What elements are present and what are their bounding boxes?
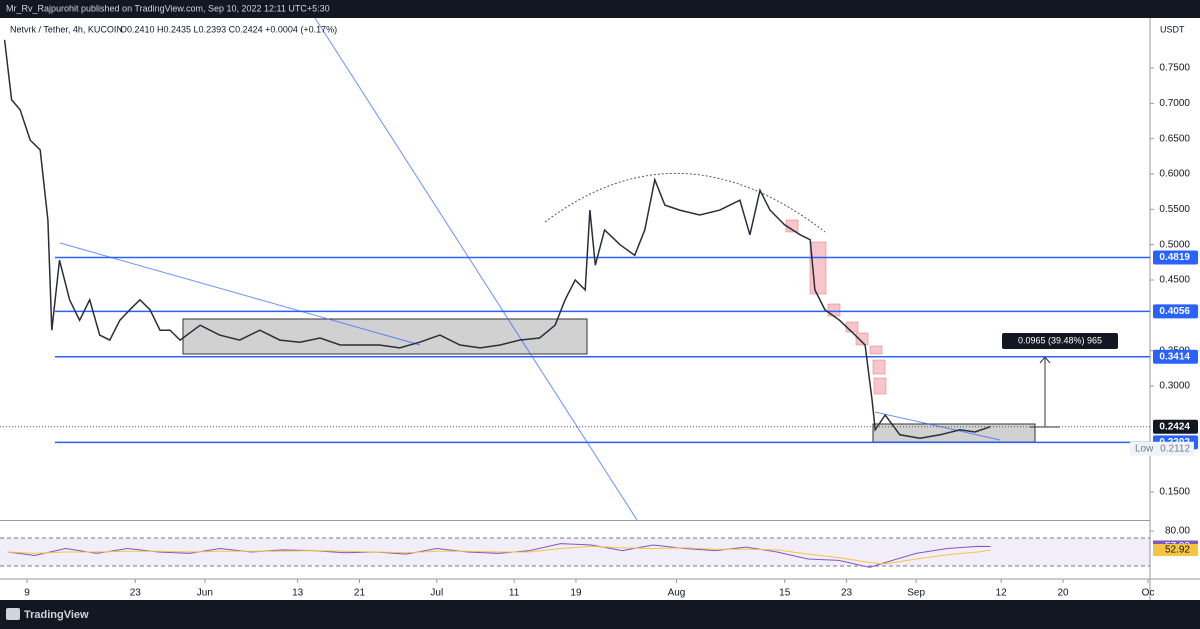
trend-line: [874, 411, 1001, 441]
y-tick-label: 0.5500: [1159, 204, 1190, 215]
x-tick-label: 11: [509, 588, 520, 599]
series-line: [7, 545, 991, 565]
x-tick-label: 23: [130, 588, 142, 599]
y-tick-label: 0.6500: [1159, 133, 1190, 144]
x-tick-label: Sep: [907, 588, 925, 599]
low-label: Low: [1135, 443, 1154, 454]
trend-line: [314, 17, 638, 521]
x-tick-label: 21: [354, 588, 366, 599]
brand: TradingView: [24, 609, 89, 621]
level-label-box: [1153, 304, 1198, 319]
bottom-bar: [0, 600, 1200, 629]
range-box: [182, 318, 588, 355]
level-label: 0.4056: [1159, 306, 1190, 317]
x-tick-label: Jun: [197, 588, 213, 599]
rsi-value-label: 52.92: [1165, 545, 1190, 556]
x-tick-label: 20: [1057, 588, 1069, 599]
x-tick-label: 23: [841, 588, 853, 599]
publisher: Mr_Rv_Rajpurohit published on TradingVie…: [6, 3, 330, 13]
y-tick-label: 0.6000: [1159, 169, 1190, 180]
x-tick-label: 15: [779, 588, 791, 599]
x-tick-label: Oc: [1142, 588, 1155, 599]
ohlc-legend: O0.2410 H0.2435 L0.2393 C0.2424 +0.0004 …: [120, 24, 337, 34]
y-tick-label: 0.7000: [1159, 98, 1190, 109]
y-tick-label: 0.7500: [1159, 63, 1190, 74]
measure-label-box: [1002, 333, 1118, 349]
level-label: 0.3414: [1159, 351, 1190, 362]
y-tick-label: 0.4500: [1159, 275, 1190, 286]
y-tick-label: 0.5000: [1159, 239, 1190, 250]
logo: [6, 608, 20, 620]
level-label-box: [1153, 349, 1198, 364]
symbol-title: Netvrk / Tether, 4h, KUCOIN: [10, 24, 123, 34]
low-box: [1130, 441, 1194, 456]
level-label: 0.4819: [1159, 252, 1190, 263]
order-blocks: [785, 219, 887, 395]
top-bar: [0, 0, 1200, 18]
x-tick-label: 9: [24, 588, 30, 599]
y-tick-label: 80.00: [1165, 526, 1190, 537]
x-tick-label: Jul: [430, 588, 443, 599]
level-label-box: [1153, 250, 1198, 265]
y-tick-label: 0.1500: [1159, 487, 1190, 498]
currency: USDT: [1160, 24, 1185, 34]
low-value: 0.2112: [1160, 443, 1190, 454]
last-price-box: [1153, 419, 1198, 434]
trend-line: [59, 242, 421, 346]
x-tick-label: 12: [996, 588, 1008, 599]
x-tick-label: Aug: [668, 588, 686, 599]
arc: [544, 172, 826, 233]
series-line: [3, 39, 991, 440]
x-tick-label: 13: [292, 588, 304, 599]
x-tick-label: 19: [570, 588, 582, 599]
rsi-value-box: [1153, 543, 1198, 556]
last-price-label: 0.2424: [1159, 421, 1190, 432]
measure-label: 0.0965 (39.48%) 965: [1018, 335, 1102, 345]
y-tick-label: 0.3000: [1159, 381, 1190, 392]
